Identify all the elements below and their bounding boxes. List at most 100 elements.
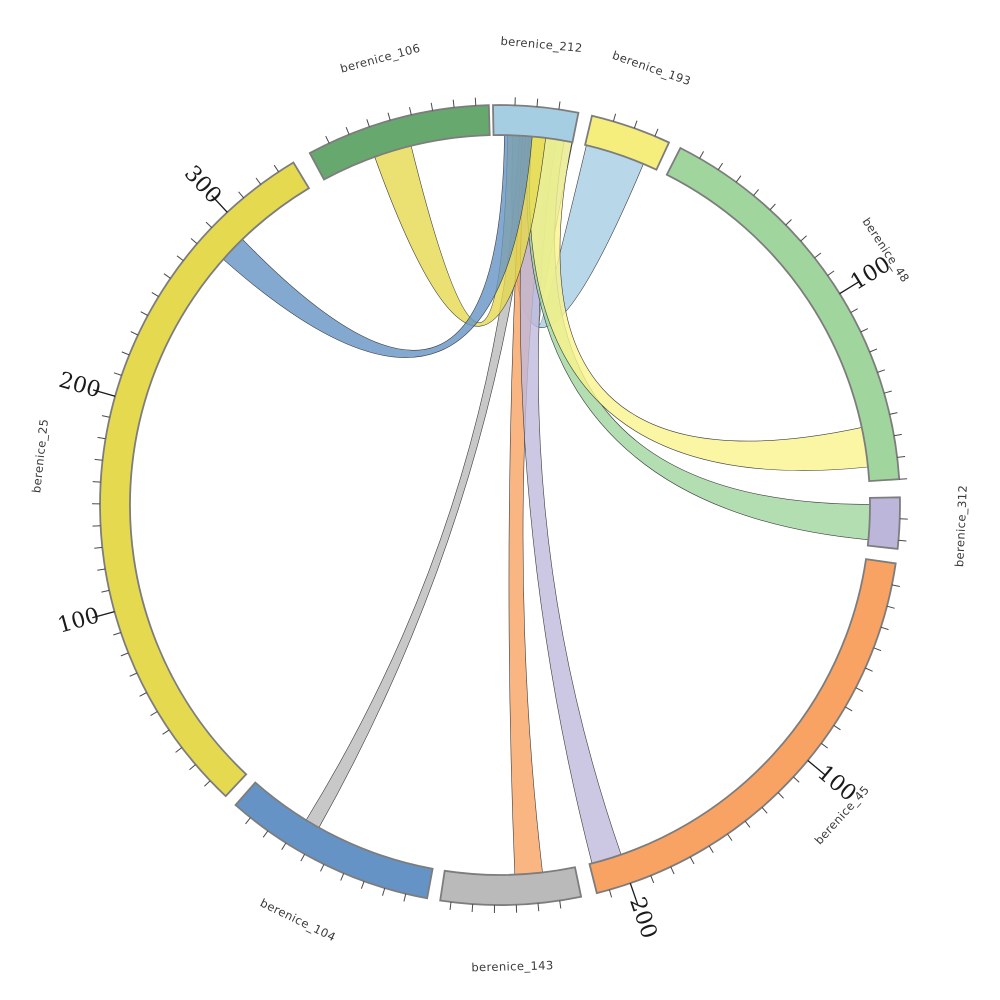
- minor-tick: [761, 806, 768, 814]
- major-tick: [92, 610, 115, 619]
- minor-tick: [800, 235, 807, 242]
- minor-tick: [608, 889, 613, 898]
- minor-tick: [471, 904, 474, 913]
- minor-tick: [650, 875, 655, 884]
- minor-tick: [189, 764, 196, 771]
- minor-tick: [814, 252, 822, 259]
- minor-tick: [833, 724, 841, 731]
- sector-label-berenice_193: berenice_193: [611, 48, 693, 88]
- major-tick: [211, 195, 228, 213]
- minor-tick: [869, 348, 878, 353]
- minor-tick: [238, 191, 245, 199]
- minor-tick: [785, 219, 792, 226]
- minor-tick: [382, 887, 386, 896]
- minor-tick: [708, 845, 714, 854]
- minor-tick: [855, 687, 864, 692]
- minor-tick: [452, 99, 455, 108]
- minor-tick: [101, 415, 110, 418]
- minor-tick: [670, 866, 675, 875]
- major-tick: [629, 882, 639, 906]
- sector-label-berenice_25: berenice_25: [29, 418, 51, 494]
- minor-tick: [121, 351, 130, 356]
- major-tick: [839, 281, 860, 295]
- minor-tick: [387, 112, 391, 121]
- minor-tick: [150, 711, 158, 717]
- minor-tick: [120, 652, 129, 657]
- minor-tick: [474, 97, 477, 106]
- minor-tick: [880, 626, 889, 631]
- minor-tick: [255, 177, 262, 185]
- minor-tick: [744, 820, 751, 828]
- minor-tick: [409, 107, 412, 116]
- minor-tick: [860, 328, 869, 333]
- sector-label-berenice_312: berenice_312: [952, 485, 970, 568]
- minor-tick: [689, 856, 695, 865]
- minor-tick: [877, 369, 886, 373]
- minor-tick: [898, 539, 907, 542]
- minor-tick: [536, 98, 539, 107]
- minor-tick: [717, 162, 724, 171]
- minor-tick: [449, 901, 452, 910]
- minor-tick: [97, 568, 106, 571]
- minor-tick: [865, 667, 873, 672]
- sector-label-berenice_212: berenice_212: [500, 34, 583, 55]
- minor-tick: [850, 308, 858, 314]
- minor-tick: [793, 776, 800, 783]
- minor-tick: [176, 255, 184, 261]
- minor-tick: [97, 436, 106, 440]
- minor-tick: [360, 881, 365, 889]
- sector-arc-berenice_193: [584, 114, 671, 171]
- minor-tick: [281, 842, 287, 850]
- minor-tick: [699, 151, 705, 159]
- minor-tick: [129, 672, 138, 677]
- minor-tick: [273, 164, 280, 173]
- axis-tick-label: 200: [624, 894, 661, 942]
- minor-tick: [245, 817, 251, 825]
- major-tick: [92, 389, 116, 397]
- minor-tick: [827, 270, 835, 276]
- sector-label-berenice_143: berenice_143: [471, 958, 554, 974]
- minor-tick: [113, 632, 122, 636]
- minor-tick: [403, 893, 407, 902]
- axis-tick-label: 200: [56, 368, 103, 403]
- minor-tick: [777, 792, 784, 799]
- sector-arc-berenice_25: [99, 161, 311, 798]
- minor-tick: [753, 189, 759, 196]
- sector-label-berenice_106: berenice_106: [339, 41, 422, 76]
- minor-tick: [113, 372, 122, 376]
- minor-tick: [340, 873, 345, 881]
- minor-tick: [893, 433, 902, 437]
- minor-tick: [130, 331, 139, 336]
- minor-tick: [101, 589, 110, 593]
- minor-tick: [163, 273, 171, 279]
- minor-tick: [320, 863, 325, 872]
- minor-tick: [205, 221, 213, 228]
- minor-tick: [162, 729, 170, 735]
- minor-tick: [891, 584, 900, 587]
- sector-arc-berenice_143: [439, 866, 583, 906]
- sector-arc-berenice_48: [665, 146, 901, 483]
- minor-tick: [430, 102, 434, 111]
- minor-tick: [190, 238, 198, 245]
- minor-tick: [820, 742, 829, 749]
- minor-tick: [139, 692, 147, 697]
- minor-tick: [769, 203, 776, 211]
- minor-tick: [886, 605, 895, 609]
- minor-tick: [94, 458, 103, 461]
- minor-tick: [845, 706, 853, 712]
- sector-arc-berenice_212: [492, 104, 580, 144]
- minor-tick: [94, 546, 103, 549]
- minor-tick: [633, 120, 638, 129]
- minor-tick: [300, 853, 306, 862]
- sector-arc-berenice_106: [308, 104, 491, 181]
- minor-tick: [175, 747, 183, 753]
- minor-tick: [92, 481, 101, 483]
- minor-tick: [612, 113, 617, 122]
- minor-tick: [559, 900, 562, 909]
- minor-tick: [883, 390, 892, 394]
- minor-tick: [537, 903, 540, 912]
- minor-tick: [325, 135, 330, 144]
- minor-tick: [654, 128, 659, 137]
